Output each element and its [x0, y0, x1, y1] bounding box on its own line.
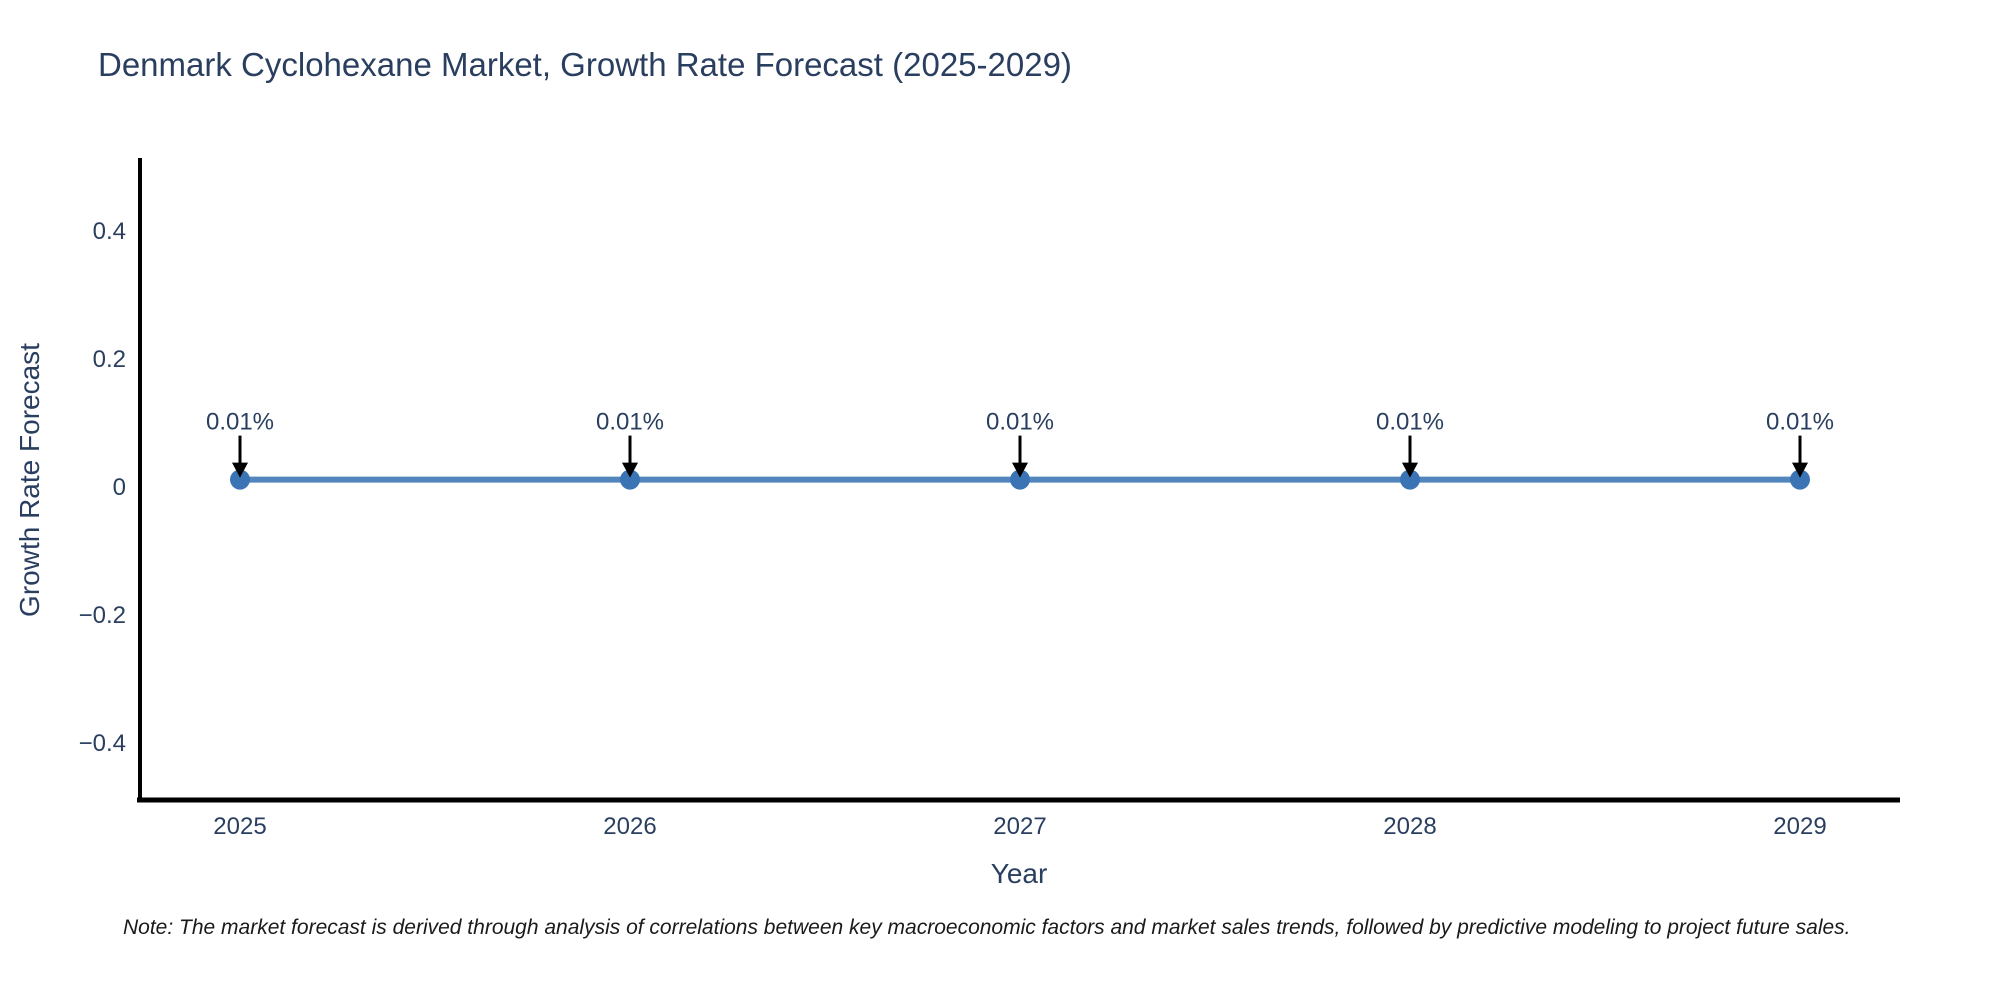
data-point-label: 0.01%	[1766, 409, 1834, 436]
data-point-label: 0.01%	[1376, 409, 1444, 436]
footnote: Note: The market forecast is derived thr…	[123, 916, 1851, 939]
x-tick-label: 2025	[213, 813, 266, 840]
data-point-label: 0.01%	[206, 409, 274, 436]
annotation-arrow-head	[232, 462, 248, 478]
y-tick-label: −0.4	[79, 730, 126, 757]
y-tick-label: −0.2	[79, 602, 126, 629]
x-tick-label: 2028	[1383, 813, 1436, 840]
x-tick-label: 2027	[993, 813, 1046, 840]
data-point-label: 0.01%	[986, 409, 1054, 436]
data-point-marker	[1790, 469, 1810, 490]
data-point-marker	[1010, 469, 1030, 490]
x-tick-label: 2029	[1773, 813, 1826, 840]
y-tick-label: 0	[113, 474, 126, 501]
chart-title: Denmark Cyclohexane Market, Growth Rate …	[98, 46, 1072, 83]
x-tick-label: 2026	[603, 813, 656, 840]
annotation-arrow-head	[1792, 462, 1808, 478]
y-tick-label: 0.4	[93, 218, 126, 245]
annotation-arrow-head	[1012, 462, 1028, 478]
data-point-marker	[620, 469, 640, 490]
data-point-label: 0.01%	[596, 409, 664, 436]
y-tick-label: 0.2	[93, 346, 126, 373]
x-axis-title: Year	[990, 858, 1048, 889]
annotation-arrow-head	[622, 462, 638, 478]
annotation-arrow-head	[1402, 462, 1418, 478]
data-point-marker	[230, 469, 250, 490]
data-point-marker	[1400, 469, 1420, 490]
